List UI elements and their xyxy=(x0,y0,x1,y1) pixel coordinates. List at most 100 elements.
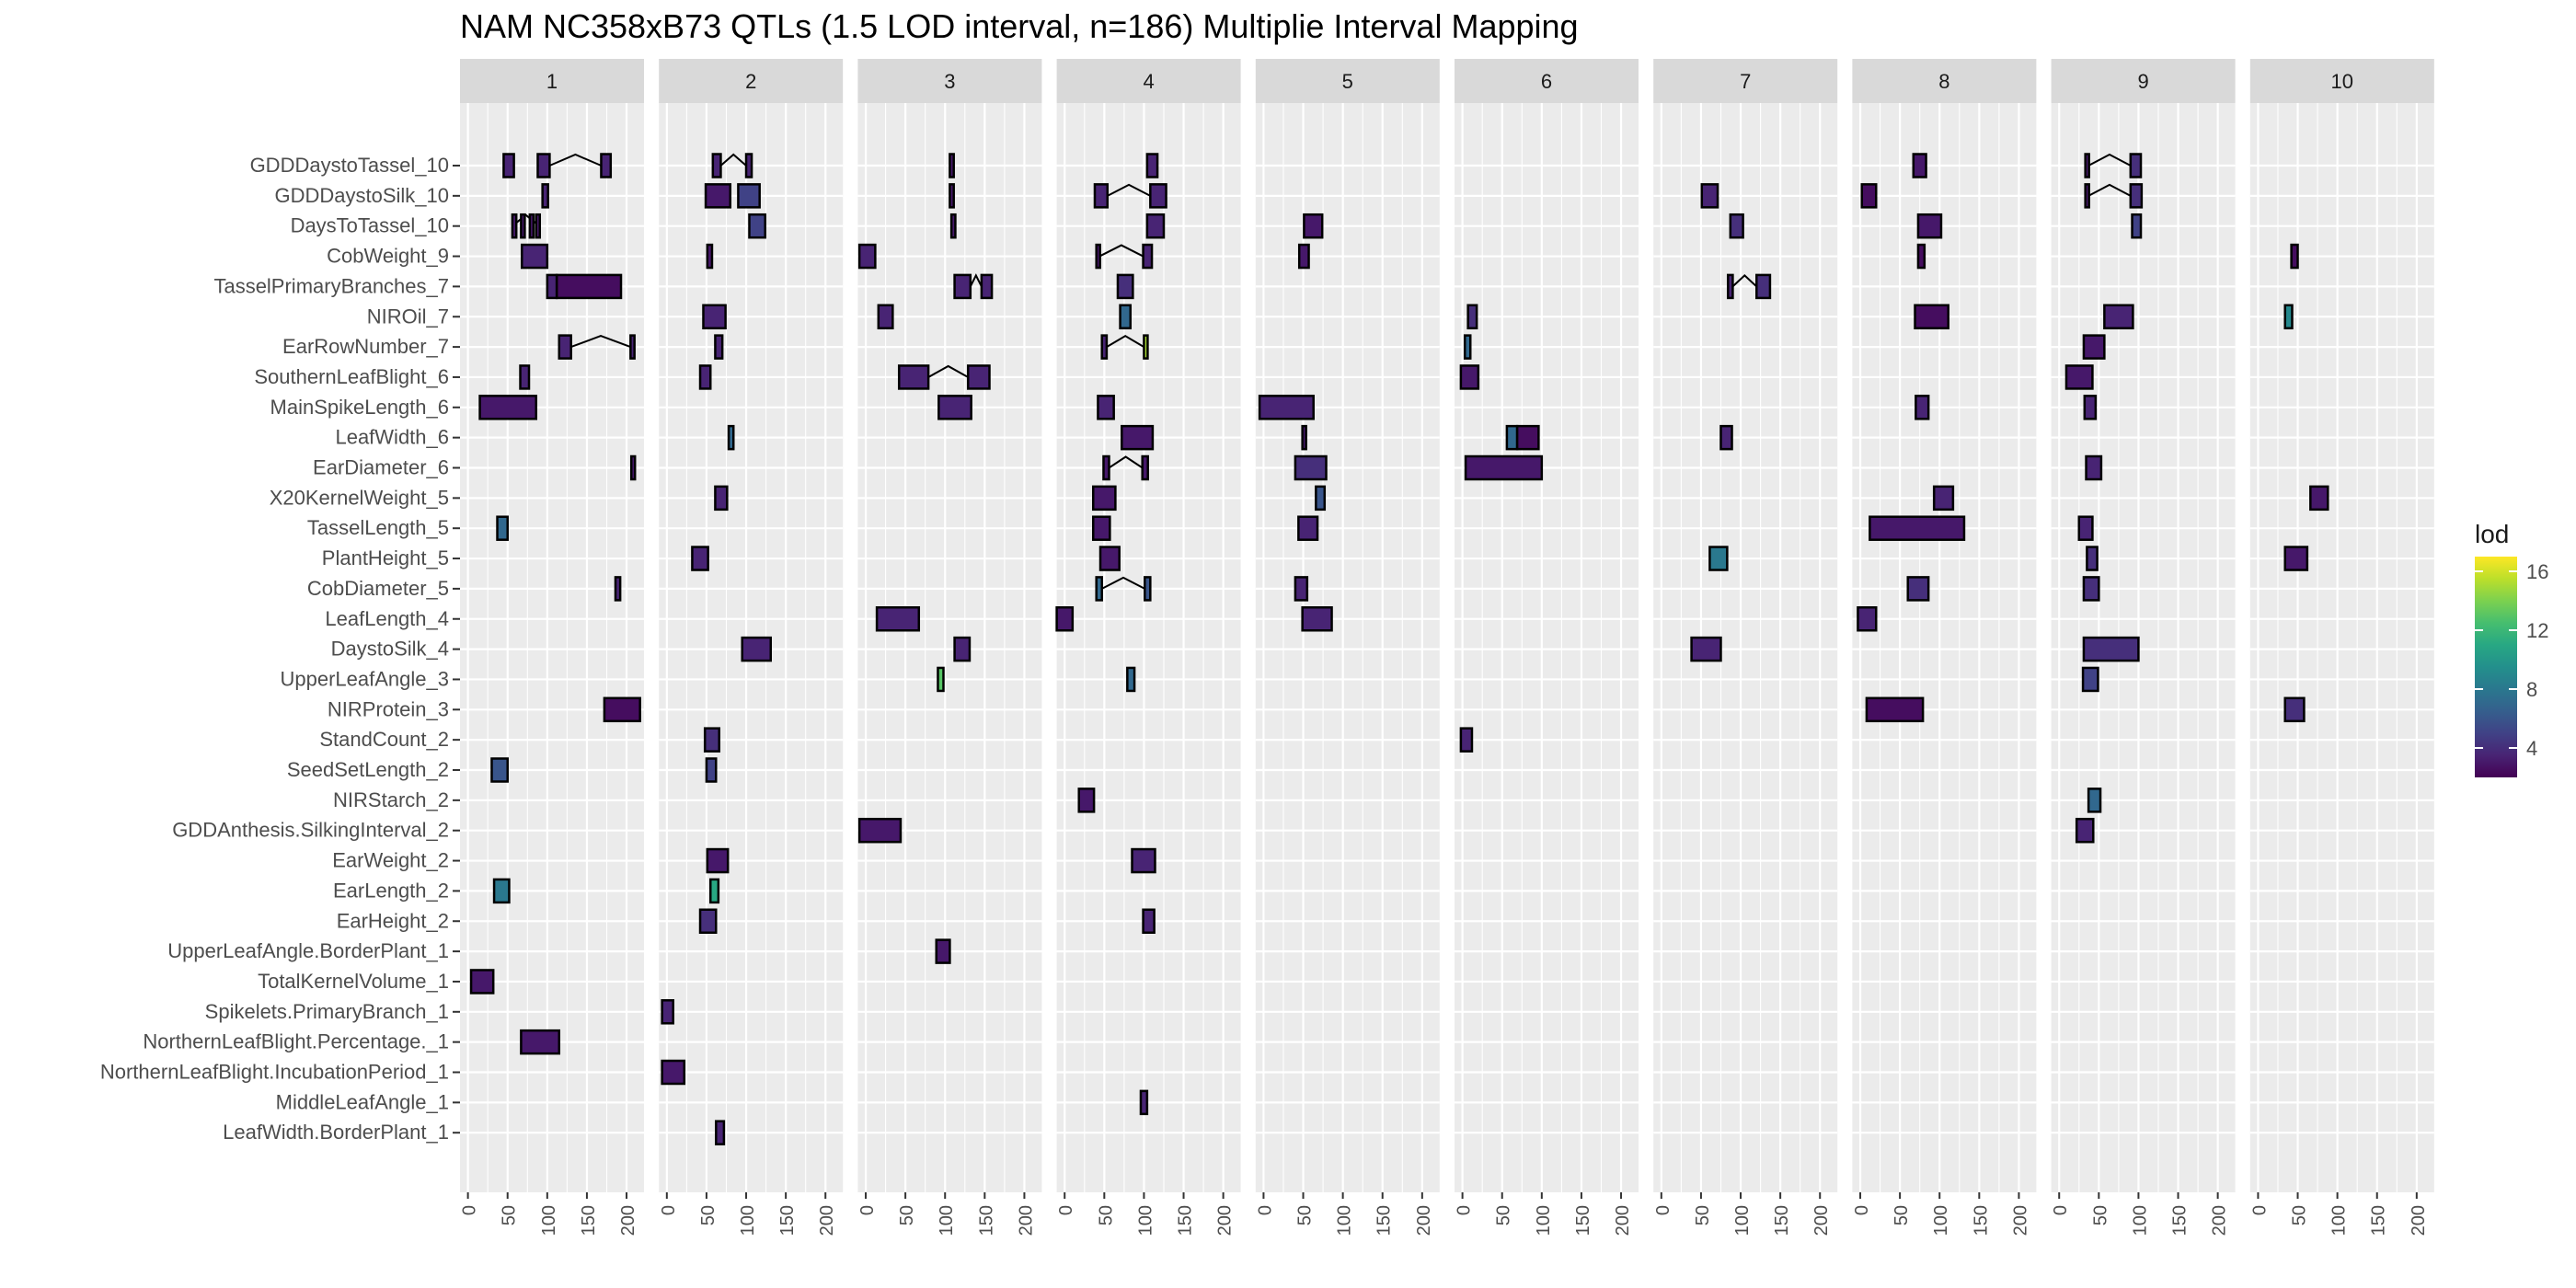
qtl-interval xyxy=(1726,273,1734,300)
trait-label: GDDDaystoSilk_10 xyxy=(274,184,449,207)
qtl-link xyxy=(1098,244,1144,258)
x-tick-label: 50 xyxy=(2290,1205,2310,1225)
x-tick-label: 50 xyxy=(1693,1205,1713,1225)
qtl-interval xyxy=(1857,606,1878,632)
trait-label: EarWeight_2 xyxy=(332,849,449,872)
legend-tick-label: 4 xyxy=(2526,737,2537,760)
qtl-interval xyxy=(937,666,945,693)
qtl-interval xyxy=(1297,515,1319,541)
trait-label: GDDAnthesis.SilkingInterval_2 xyxy=(172,819,449,842)
x-tick-label: 50 xyxy=(500,1205,520,1225)
qtl-interval xyxy=(875,606,921,632)
qtl-interval xyxy=(520,243,549,270)
qtl-interval xyxy=(2075,817,2095,844)
panel-strip-label: 10 xyxy=(2331,70,2353,93)
qtl-interval xyxy=(1708,546,1729,571)
trait-label: TotalKernelVolume_1 xyxy=(258,970,449,993)
x-tick-label: 0 xyxy=(1653,1205,1673,1215)
qtl-interval xyxy=(1700,183,1719,209)
qtl-interval xyxy=(2081,666,2099,693)
trait-label: NorthernLeafBlight.Percentage._1 xyxy=(143,1030,449,1053)
qtl-link xyxy=(549,153,602,167)
x-tick-label: 200 xyxy=(1215,1205,1236,1236)
qtl-interval xyxy=(949,183,955,209)
qtl-interval xyxy=(1116,273,1134,300)
qtl-interval xyxy=(520,1029,561,1055)
trait-label: MiddleLeafAngle_1 xyxy=(276,1090,449,1113)
qtl-interval xyxy=(857,243,877,270)
x-tick-label: 150 xyxy=(976,1205,996,1236)
qtl-interval xyxy=(496,515,509,541)
qtl-interval xyxy=(1121,424,1155,451)
panel-strip xyxy=(460,59,644,103)
panel-strip-label: 5 xyxy=(1342,70,1353,93)
qtl-interval xyxy=(502,153,515,178)
trait-label: LeafLength_4 xyxy=(325,607,449,630)
qtl-interval xyxy=(980,273,994,300)
x-tick-label: 200 xyxy=(2210,1205,2230,1236)
qtl-interval xyxy=(1258,395,1315,420)
qtl-interval xyxy=(935,938,951,964)
x-tick-label: 150 xyxy=(2369,1205,2389,1236)
qtl-link xyxy=(1101,576,1145,590)
x-tick-label: 150 xyxy=(1971,1205,1991,1236)
panel-strip-label: 2 xyxy=(745,70,756,93)
qtl-interval xyxy=(744,153,753,178)
trait-label: EarRowNumber_7 xyxy=(282,335,449,358)
qtl-interval xyxy=(715,1120,726,1145)
qtl-interval xyxy=(1466,304,1478,329)
qtl-interval xyxy=(1464,454,1544,481)
qtl-interval xyxy=(877,304,894,329)
qtl-interval xyxy=(1459,727,1474,753)
panel-strip xyxy=(1653,59,1838,103)
panel-background xyxy=(2249,103,2434,1192)
x-tick-label: 100 xyxy=(2130,1205,2150,1236)
qtl-link xyxy=(1108,455,1144,469)
panel-strip xyxy=(659,59,844,103)
qtl-interval xyxy=(2064,364,2094,390)
qtl-interval xyxy=(2082,334,2106,360)
qtl-interval xyxy=(600,153,613,178)
qtl-interval xyxy=(705,757,718,783)
panel-strip xyxy=(1852,59,2037,103)
trait-label: EarLength_2 xyxy=(333,879,449,902)
qtl-interval xyxy=(661,999,674,1025)
trait-label: StandCount_2 xyxy=(319,728,449,751)
qtl-interval xyxy=(535,213,542,239)
panel-strip-label: 9 xyxy=(2137,70,2148,93)
qtl-interval xyxy=(714,485,729,512)
qtl-interval xyxy=(711,153,722,178)
trait-label: DaystoSilk_4 xyxy=(331,638,449,661)
qtl-interval xyxy=(2129,183,2144,209)
legend-tick-label: 8 xyxy=(2526,678,2537,701)
qtl-interval xyxy=(706,847,730,874)
qtl-interval xyxy=(1149,183,1167,209)
qtl-interval xyxy=(2084,183,2090,209)
qtl-interval xyxy=(937,395,972,420)
qtl-interval xyxy=(748,213,766,239)
trait-label: X20KernelWeight_5 xyxy=(270,486,449,509)
qtl-interval xyxy=(706,243,714,270)
panel-background xyxy=(857,103,1042,1192)
qtl-interval xyxy=(1463,334,1472,360)
x-tick-label: 50 xyxy=(897,1205,917,1225)
qtl-interval xyxy=(2084,153,2090,178)
x-tick-label: 100 xyxy=(937,1205,957,1236)
qtl-interval xyxy=(629,334,636,360)
qtl-interval xyxy=(1092,515,1111,541)
qtl-interval xyxy=(1860,183,1878,209)
qtl-interval xyxy=(1102,454,1110,481)
x-tick-label: 50 xyxy=(698,1205,719,1225)
trait-label: Spikelets.PrimaryBranch_1 xyxy=(205,1000,449,1023)
qtl-interval xyxy=(1093,183,1110,209)
qtl-interval xyxy=(1141,454,1149,481)
qtl-interval xyxy=(2086,546,2099,571)
qtl-interval xyxy=(1143,334,1149,360)
qtl-interval xyxy=(1145,153,1159,178)
qtl-interval xyxy=(1131,847,1156,874)
x-tick-label: 200 xyxy=(1811,1205,1832,1236)
qtl-interval xyxy=(1142,908,1156,934)
qtl-interval xyxy=(2085,454,2103,481)
qtl-interval xyxy=(1315,485,1327,512)
panel-strip-label: 8 xyxy=(1938,70,1949,93)
